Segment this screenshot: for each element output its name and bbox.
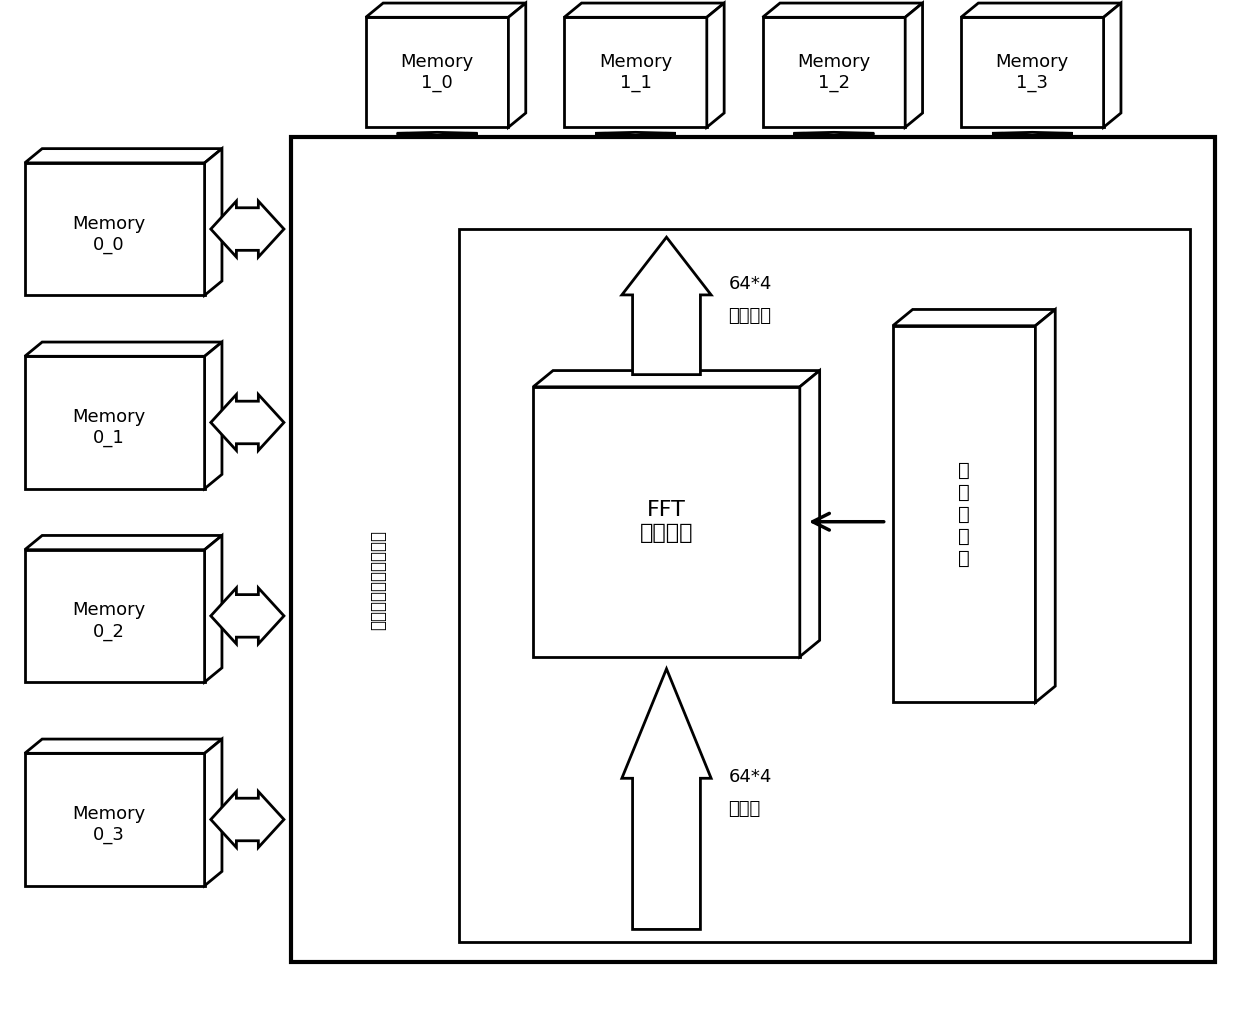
Polygon shape [961,17,1104,127]
Text: Memory
1_0: Memory 1_0 [401,53,474,92]
Polygon shape [25,342,222,356]
Text: 运算结果: 运算结果 [729,307,771,325]
Polygon shape [707,3,724,127]
Polygon shape [533,371,820,387]
Polygon shape [800,371,820,657]
Text: Memory
1_2: Memory 1_2 [797,53,870,92]
Text: 旋
转
因
子
器: 旋 转 因 子 器 [959,460,970,568]
Bar [459,229,1190,942]
Text: FFT
运算单元: FFT 运算单元 [640,500,693,544]
Text: Memory
0_1: Memory 0_1 [72,408,145,447]
Polygon shape [211,588,284,644]
Polygon shape [211,792,284,847]
Polygon shape [25,739,222,753]
Polygon shape [205,739,222,886]
Polygon shape [25,535,222,550]
Polygon shape [794,132,874,135]
Polygon shape [25,753,205,886]
Polygon shape [366,17,508,127]
Polygon shape [397,132,477,135]
Polygon shape [205,342,222,489]
Polygon shape [595,132,676,135]
Polygon shape [25,356,205,489]
Polygon shape [533,387,800,657]
Polygon shape [893,326,1035,702]
Polygon shape [25,163,205,295]
Polygon shape [211,202,284,258]
Polygon shape [508,3,526,127]
Text: Memory
0_0: Memory 0_0 [72,215,145,253]
Polygon shape [1104,3,1121,127]
Polygon shape [992,132,1073,135]
Polygon shape [564,17,707,127]
Polygon shape [893,309,1055,326]
Text: 64*4: 64*4 [729,275,771,292]
Polygon shape [621,237,712,375]
Polygon shape [621,669,712,929]
Polygon shape [905,3,923,127]
Bar [291,137,1215,962]
Polygon shape [205,149,222,295]
Polygon shape [1035,309,1055,702]
Polygon shape [25,149,222,163]
Text: Memory
1_1: Memory 1_1 [599,53,672,92]
Polygon shape [763,17,905,127]
Text: 运算数据选择控制单元: 运算数据选择控制单元 [370,530,387,630]
Polygon shape [564,3,724,17]
Polygon shape [211,395,284,451]
Polygon shape [961,3,1121,17]
Polygon shape [25,550,205,682]
Text: Memory
0_3: Memory 0_3 [72,805,145,844]
Polygon shape [366,3,526,17]
Text: Memory
1_3: Memory 1_3 [996,53,1069,92]
Polygon shape [205,535,222,682]
Text: 64*4: 64*4 [729,768,771,786]
Text: 操作数: 操作数 [729,800,761,818]
Text: Memory
0_2: Memory 0_2 [72,602,145,640]
Polygon shape [763,3,923,17]
